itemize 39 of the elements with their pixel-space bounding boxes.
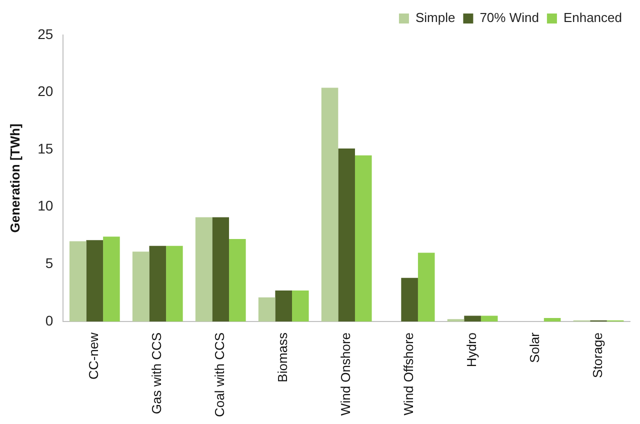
x-tick-label: Solar xyxy=(527,332,542,363)
x-tick-label: CC-new xyxy=(86,332,102,380)
y-tick-label: 15 xyxy=(38,140,54,156)
x-tick-label: Wind Onshore xyxy=(338,332,354,416)
y-tick-label: 10 xyxy=(38,198,54,214)
bar xyxy=(275,290,292,322)
bar xyxy=(132,252,150,322)
bar xyxy=(86,240,104,322)
y-tick-label: 25 xyxy=(38,26,54,42)
x-tick-label: Gas with CCS xyxy=(149,332,164,414)
y-tick-label: 0 xyxy=(45,312,54,328)
bar xyxy=(292,290,309,322)
bar xyxy=(418,252,435,322)
bar xyxy=(401,278,418,322)
bar xyxy=(195,217,212,322)
bar xyxy=(338,148,355,322)
legend-label: Enhanced xyxy=(563,10,622,26)
bar xyxy=(258,297,276,322)
bar xyxy=(544,318,561,322)
bar xyxy=(321,88,338,322)
bar xyxy=(69,241,86,322)
bar xyxy=(166,246,183,322)
x-tick-label: Biomass xyxy=(275,332,290,382)
y-axis-title: Generation [TWh] xyxy=(7,124,22,233)
legend-label: Simple xyxy=(415,10,456,26)
bar xyxy=(149,246,166,322)
bar xyxy=(229,238,246,322)
bar xyxy=(480,316,498,322)
bar xyxy=(354,155,372,322)
bar xyxy=(212,217,230,322)
y-tick-label: 20 xyxy=(38,83,54,100)
bar xyxy=(103,236,120,322)
bar xyxy=(464,316,481,322)
x-tick-label: Wind Offshore xyxy=(401,332,416,416)
legend-label: 70% Wind xyxy=(480,10,539,26)
x-tick-label: Coal with CCS xyxy=(212,332,228,418)
x-tick-label: Hydro xyxy=(464,332,480,368)
y-tick-label: 5 xyxy=(45,255,54,272)
x-tick-label: Storage xyxy=(590,332,606,378)
